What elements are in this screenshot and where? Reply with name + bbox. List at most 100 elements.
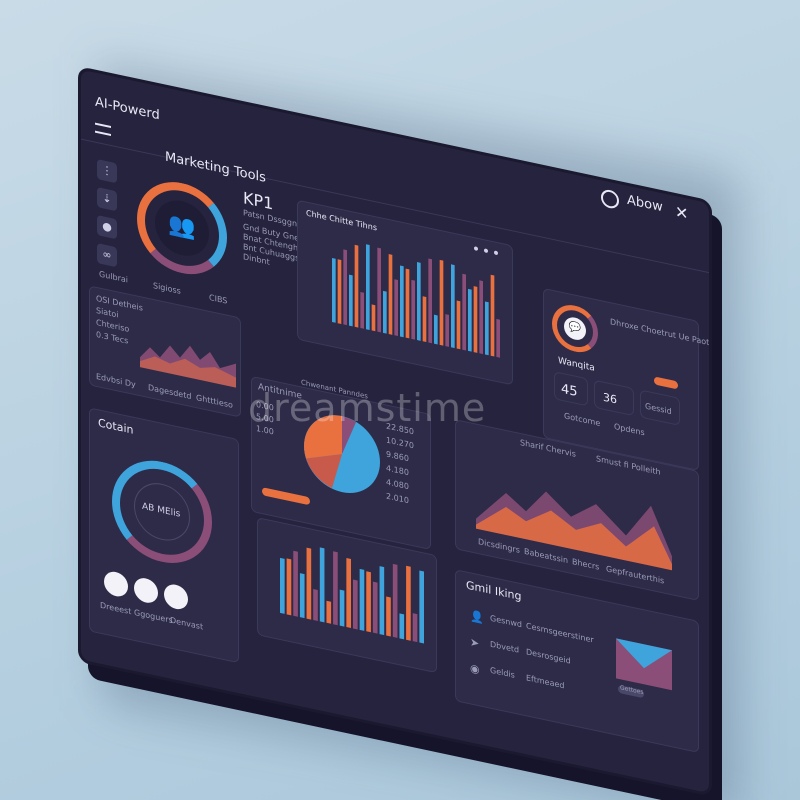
bar — [400, 265, 404, 338]
gmail-row-label: Geldis — [490, 665, 515, 680]
bar — [326, 600, 332, 624]
bar — [377, 247, 381, 333]
stat-box: 45 — [554, 371, 588, 407]
filter-icon[interactable]: ⇣ — [97, 187, 117, 212]
dot-icon — [494, 250, 498, 256]
bar — [286, 558, 292, 616]
pie-slider[interactable] — [262, 487, 310, 506]
bar — [485, 301, 489, 356]
bar — [462, 273, 466, 351]
kpi-row-label: CIBS — [209, 292, 228, 306]
pie-value: 10.270 — [386, 435, 414, 451]
x-label: Babeatssin — [524, 546, 569, 566]
top-bar-chart — [332, 244, 500, 358]
gmail-row-value: Cesmsgeerstiner — [526, 621, 594, 645]
bar — [360, 292, 365, 329]
pie-value: 4.180 — [386, 463, 409, 478]
cotain-card: Cotain AB MElis Dreeest Ggoguers Denvast — [89, 407, 239, 664]
bar — [419, 570, 424, 644]
bar — [468, 288, 472, 352]
circle-button-icon[interactable] — [104, 569, 128, 599]
bar — [456, 300, 461, 350]
left-area-chart — [140, 345, 236, 388]
bar — [354, 244, 359, 328]
settings-icon[interactable]: ● — [97, 215, 117, 240]
gmail-button[interactable]: Gettoes — [618, 684, 644, 699]
bar — [439, 259, 444, 346]
dashboard-window: AI-Powerd Marketing Tools Abow ✕ ⋮ ⇣ ● ∞… — [78, 66, 712, 797]
bottom-bar-chart-card — [257, 517, 437, 674]
bar — [299, 573, 305, 619]
bar — [332, 257, 336, 323]
bar — [496, 318, 500, 358]
bar — [394, 279, 398, 337]
stat-value: Gessid — [645, 401, 672, 417]
stat-box: 36 — [594, 379, 634, 417]
pie-chart-card: Antitnime 0.00 5.00 1.00 22.850 10.270 9… — [251, 375, 431, 551]
gmail-row-value: Desrosgeid — [526, 647, 571, 666]
stat-value: 36 — [603, 390, 617, 407]
right-area-chart-card: Sharif Chervis Smust fi Polleith Dicsdin… — [455, 419, 699, 601]
area-footer: Dagesdetd — [148, 382, 192, 402]
bar — [406, 565, 411, 641]
user-icon: 👤 — [470, 609, 484, 626]
bar — [333, 551, 338, 626]
bar — [392, 563, 398, 638]
bar — [388, 254, 393, 335]
pie-chart — [304, 415, 380, 493]
bar — [411, 279, 416, 340]
card-title: Cotain — [98, 416, 134, 437]
right-area-chart — [476, 491, 672, 571]
x-label: Bhecrs — [572, 557, 600, 572]
icon-label: Dreeest — [100, 600, 132, 617]
bar — [343, 249, 347, 326]
bar — [383, 290, 387, 334]
gmail-row-label: Gesnwd — [490, 613, 522, 630]
x-label: Dicsdingrs — [478, 537, 520, 555]
bar — [366, 571, 371, 633]
area-footer: Ghtttieso — [196, 393, 233, 410]
profile-line: Dhroxe Choetrut Ue Paotes — [610, 317, 712, 350]
link-icon[interactable]: ∞ — [97, 243, 117, 268]
bar — [337, 259, 342, 324]
kpi-row-label: Gulbrai — [99, 269, 128, 285]
pie-value: 2.010 — [386, 491, 409, 506]
close-icon[interactable]: ✕ — [675, 201, 689, 224]
dot-icon — [474, 246, 478, 252]
kpi-row-label: Sigioss — [153, 280, 181, 296]
bar — [293, 550, 298, 617]
card-title: Gmil Iking — [466, 578, 522, 604]
bar — [313, 588, 318, 621]
gmail-button-label: Gettoes — [620, 684, 644, 697]
square-button-icon[interactable] — [134, 575, 158, 606]
page-subtitle: Marketing Tools — [165, 149, 266, 186]
bar — [349, 274, 353, 327]
bar — [379, 566, 385, 636]
watermark: dreamstime — [248, 386, 487, 430]
bar — [366, 244, 370, 330]
bar — [372, 581, 378, 634]
pie-value: 4.080 — [386, 477, 409, 492]
bar — [417, 262, 421, 341]
bar — [445, 314, 450, 347]
share-icon[interactable]: ⋮ — [97, 159, 117, 184]
location-icon: ◉ — [470, 661, 480, 677]
mail-envelope-icon — [616, 638, 672, 691]
icon-label: Denvast — [170, 615, 204, 632]
profile-name: Wanqita — [558, 356, 595, 374]
bar — [353, 579, 358, 630]
hamburger-menu-icon[interactable] — [95, 122, 111, 137]
search-icon[interactable] — [601, 188, 619, 210]
gmail-row-label: Dbvetd — [490, 639, 520, 655]
area-label: Siatoi — [96, 305, 119, 320]
target-button-icon[interactable] — [164, 582, 188, 612]
profile-badge[interactable] — [654, 376, 678, 390]
app-title: AI-Powerd — [95, 94, 160, 124]
bar — [346, 558, 352, 629]
profile-footer: Gotcome — [564, 411, 601, 429]
bar — [412, 613, 418, 643]
bar — [428, 258, 433, 344]
bar — [319, 547, 325, 623]
about-link[interactable]: Abow — [627, 192, 663, 216]
stat-value: 45 — [561, 381, 578, 401]
